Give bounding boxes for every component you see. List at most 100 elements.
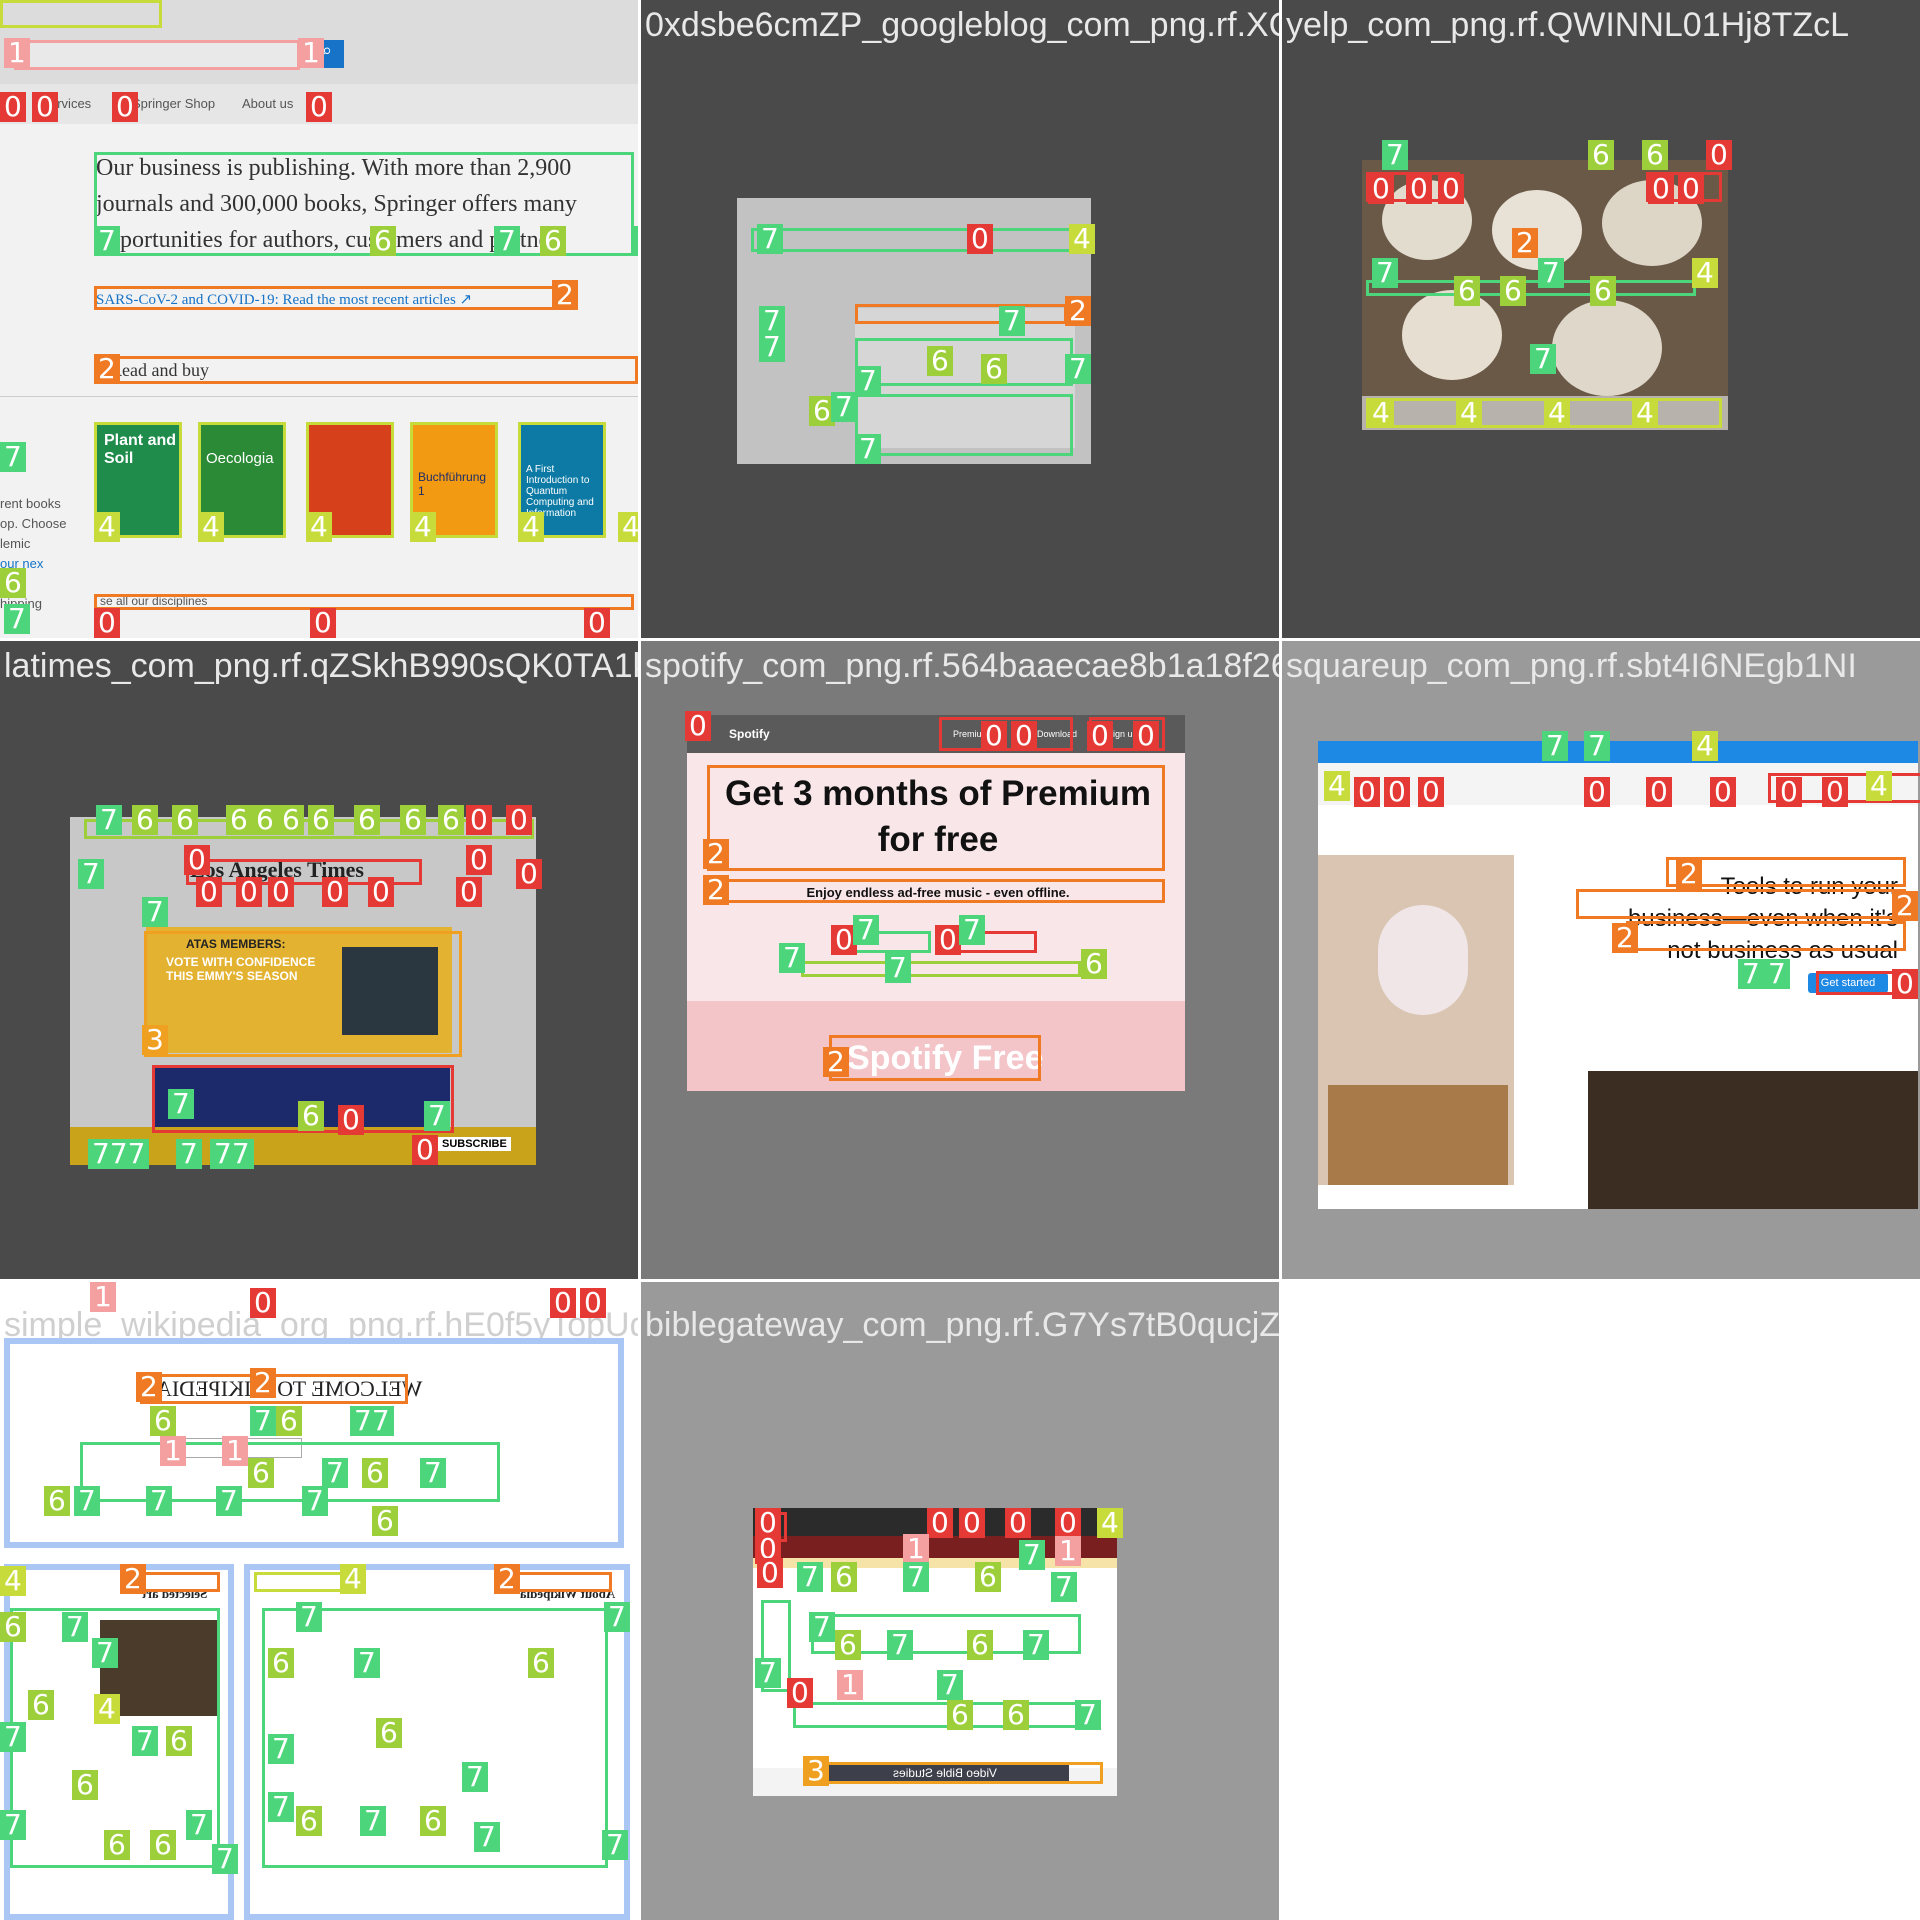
- annot-label: 7: [1075, 1700, 1101, 1730]
- annot-label: 6: [1588, 140, 1614, 170]
- annot-label: 7: [462, 1762, 488, 1792]
- article-body: [855, 308, 1075, 448]
- subscribe-button[interactable]: SUBSCRIBE: [438, 1137, 511, 1151]
- annot-label: 4: [94, 512, 120, 542]
- annot-label: 6: [370, 226, 396, 256]
- annot-label: 2: [1065, 296, 1091, 326]
- annot-label: 1: [1055, 1536, 1081, 1566]
- annot-box: [1666, 857, 1906, 887]
- hero-photo-left: [1318, 855, 1514, 1185]
- annot-label: 6: [1003, 1700, 1029, 1730]
- nav-springer-shop[interactable]: Springer Shop: [132, 96, 216, 111]
- annot-label: 6: [308, 805, 334, 835]
- annot-label: 7: [186, 1810, 212, 1840]
- annot-label: 7: [903, 1562, 929, 1592]
- promo-banner[interactable]: ATAS MEMBERS: VOTE WITH CONFIDENCE THIS …: [146, 927, 452, 1053]
- covid-link[interactable]: SARS-CoV-2 and COVID-19: Read the most r…: [96, 292, 473, 308]
- annot-box: [94, 594, 634, 610]
- annot-label: 6: [268, 1648, 294, 1678]
- annot-label: 6: [528, 1648, 554, 1678]
- annot-label: 2: [1892, 891, 1918, 921]
- nav-sign-up[interactable]: Sign up: [1107, 729, 1138, 739]
- annot-label: 6: [362, 1458, 388, 1488]
- annot-label: 7: [1382, 140, 1408, 170]
- annot-label: 7: [268, 1734, 294, 1764]
- annot-label: 7: [216, 1486, 242, 1516]
- annot-label: 7: [1065, 354, 1091, 384]
- tile-filename: yelp_com_png.rf.QWINNL01Hj8TZcL: [1286, 6, 1850, 44]
- annot-label: 0: [1011, 721, 1037, 751]
- annot-label: 7: [855, 434, 881, 464]
- tile-filename: simple_wikipedia_org_png.rf.hE0f5yTopUga: [4, 1306, 638, 1344]
- nav-about-us[interactable]: About us: [242, 96, 294, 111]
- annot-label: 4: [1368, 398, 1394, 428]
- annot-label: 0: [1584, 777, 1610, 807]
- annot-label: 0: [1822, 777, 1848, 807]
- annot-label: 0: [338, 1105, 364, 1135]
- tile-filename: 0xdsbe6cmZP_googleblog_com_png.rf.XQz6II…: [645, 6, 1279, 44]
- tile-filename: spotify_com_png.rf.564baaecae8b1a18f2610: [645, 647, 1279, 685]
- spotify-free-title: Spotify Free: [847, 1039, 1044, 1077]
- annot-label: 0: [1055, 1508, 1081, 1538]
- annot-box: [1626, 921, 1906, 951]
- annot-box: [306, 422, 394, 538]
- annot-label: 0: [322, 877, 348, 907]
- annot-label: 6: [278, 805, 304, 835]
- annot-label: 7: [74, 1486, 100, 1516]
- annot-label: 6: [420, 1806, 446, 1836]
- annot-label: 7: [494, 226, 520, 256]
- annot-label: 6: [166, 1726, 192, 1756]
- annot-label: 7: [296, 1602, 322, 1632]
- nav-premium[interactable]: Premium: [953, 729, 990, 739]
- annot-label: 4: [1097, 1508, 1123, 1538]
- tile-springer: ⌕ ervices Springer Shop About us Our bus…: [0, 0, 638, 638]
- annot-label: 0: [368, 877, 394, 907]
- covid-banner: [1318, 741, 1918, 763]
- annot-label: 6: [172, 805, 198, 835]
- annot-label: 7: [420, 1458, 446, 1488]
- counter: [1328, 1085, 1508, 1185]
- annot-label: 2: [1676, 859, 1702, 889]
- annot-label: 0: [1678, 174, 1704, 204]
- annot-label: 4: [410, 512, 436, 542]
- annot-label: 7: [779, 943, 805, 973]
- annot-label: 7: [176, 1139, 202, 1169]
- annot-box: [1576, 889, 1906, 919]
- annot-box: [793, 1702, 1079, 1728]
- annot-label: 7: [78, 859, 104, 889]
- annot-box: [144, 931, 462, 1057]
- tile-spotify: spotify_com_png.rf.564baaecae8b1a18f2610…: [641, 641, 1279, 1279]
- annot-label: 6: [438, 805, 464, 835]
- annot-label: 0: [456, 877, 482, 907]
- tile-filename: squareup_com_png.rf.sbt4I6NEgb1NI: [1286, 647, 1857, 685]
- annot-label: 4: [1069, 224, 1095, 254]
- annot-label: 6: [981, 354, 1007, 384]
- book-cover-plant-and-soil[interactable]: Plant and Soil: [96, 424, 180, 536]
- annot-label: 2: [250, 1368, 276, 1398]
- get-started-button[interactable]: Get started: [1808, 973, 1888, 993]
- annot-label: 2: [823, 1047, 849, 1077]
- video-bible-studies-banner[interactable]: Video Bible Studies: [813, 1762, 1069, 1784]
- annot-label: 7: [1764, 959, 1790, 989]
- annot-box: [94, 286, 576, 310]
- annot-label: 6: [1590, 276, 1616, 306]
- tile-empty: [1282, 1282, 1920, 1920]
- annot-label: 6: [132, 805, 158, 835]
- annot-label: 7: [1372, 258, 1398, 288]
- annot-label: 7: [759, 306, 785, 336]
- plate: [1552, 300, 1662, 396]
- nav-download[interactable]: Download: [1037, 729, 1078, 739]
- annot-label: 0: [1005, 1508, 1031, 1538]
- annot-label: 7: [1530, 344, 1556, 374]
- annot-label: 6: [1081, 949, 1107, 979]
- annot-box: [504, 1572, 612, 1592]
- book-cover-oecologia[interactable]: Oecologia: [200, 424, 284, 536]
- disciplines-link[interactable]: se all our disciplines: [100, 594, 208, 608]
- nav-services[interactable]: ervices: [50, 96, 92, 111]
- spotify-logo[interactable]: Spotify: [729, 727, 770, 741]
- annot-label: 6: [0, 568, 26, 598]
- annot-label: 7: [360, 1806, 386, 1836]
- annot-label: 4: [518, 512, 544, 542]
- annot-label: 0: [755, 1508, 781, 1538]
- annot-label: 0: [959, 1508, 985, 1538]
